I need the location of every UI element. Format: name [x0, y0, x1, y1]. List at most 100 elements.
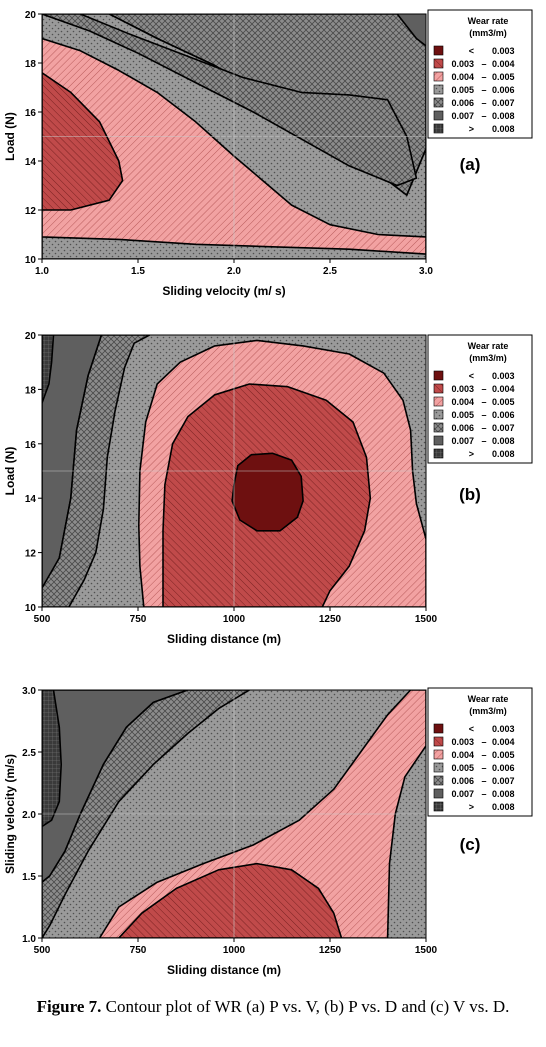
legend-box — [427, 687, 533, 817]
legend-dash: – — [481, 59, 486, 69]
y-axis-label: Load (N) — [3, 447, 17, 496]
x-tick-label: 1.0 — [35, 266, 49, 277]
legend-high: 0.006 — [492, 763, 515, 773]
y-tick-label: 3.0 — [22, 686, 36, 697]
legend-swatch — [433, 123, 444, 134]
y-tick-label: 16 — [25, 440, 37, 451]
legend-swatch — [433, 45, 444, 56]
x-tick-label: 1000 — [223, 614, 246, 625]
legend-title: Wear rate — [468, 694, 509, 704]
contour-region-c3 — [98, 690, 426, 938]
legend-low: 0.004 — [451, 750, 474, 760]
y-axis-label: Load (N) — [3, 112, 17, 161]
legend-dash: – — [481, 737, 486, 747]
contour-region-c1 — [231, 452, 304, 532]
legend-high: 0.008 — [492, 789, 515, 799]
legend-high: 0.008 — [492, 449, 515, 459]
legend-swatch — [433, 775, 444, 786]
y-tick-label: 10 — [25, 255, 37, 266]
panel-label: (c) — [460, 835, 481, 854]
legend-dash: – — [481, 789, 486, 799]
legend-high: 0.005 — [492, 72, 515, 82]
x-axis-label: Sliding velocity (m/ s) — [162, 284, 285, 298]
legend-low: 0.007 — [451, 111, 474, 121]
legend-low: < — [469, 724, 474, 734]
y-tick-label: 16 — [25, 108, 37, 119]
legend-dash: – — [481, 397, 486, 407]
legend-swatch — [433, 396, 444, 407]
legend: Wear rate(mm3/m)< 0.0030.003–0.0040.004–0… — [427, 9, 533, 139]
legend: Wear rate(mm3/m)< 0.0030.003–0.0040.004–0… — [427, 334, 533, 464]
contour-regions — [42, 690, 426, 938]
y-tick-label: 2.5 — [22, 748, 36, 759]
legend-swatch — [433, 97, 444, 108]
legend-high: 0.003 — [492, 46, 515, 56]
legend-swatch — [433, 736, 444, 747]
legend-swatch — [433, 58, 444, 69]
legend-dash: – — [481, 98, 486, 108]
y-tick-label: 1.0 — [22, 934, 36, 945]
legend-dash: – — [481, 384, 486, 394]
legend-swatch — [433, 788, 444, 799]
contour-region-c2 — [42, 72, 124, 211]
legend-low: > — [469, 802, 474, 812]
contour-chart-1: 500 750 1000 1250 1500 10 12 14 16 18 20 Sliding di… — [3, 331, 533, 646]
legend-high: 0.004 — [492, 737, 515, 747]
x-tick-label: 750 — [130, 945, 147, 956]
legend-swatch — [433, 84, 444, 95]
legend-high: 0.003 — [492, 724, 515, 734]
legend-low: 0.006 — [451, 423, 474, 433]
legend-high: 0.008 — [492, 111, 515, 121]
x-tick-label: 750 — [130, 614, 147, 625]
contour-region-c2 — [118, 862, 343, 938]
legend-swatch — [433, 749, 444, 760]
legend-low: 0.004 — [451, 397, 474, 407]
x-tick-label: 1000 — [223, 945, 246, 956]
legend-title: Wear rate — [468, 16, 509, 26]
legend-dash: – — [481, 423, 486, 433]
legend-low: 0.003 — [451, 59, 474, 69]
legend-low: 0.003 — [451, 737, 474, 747]
y-tick-label: 14 — [25, 157, 37, 168]
legend-swatch — [433, 435, 444, 446]
x-tick-label: 1500 — [415, 614, 438, 625]
legend-low: 0.007 — [451, 789, 474, 799]
legend-swatch — [433, 448, 444, 459]
legend: Wear rate(mm3/m)< 0.0030.003–0.0040.004–0… — [427, 687, 533, 817]
y-tick-label: 2.0 — [22, 810, 36, 821]
x-tick-label: 1500 — [415, 945, 438, 956]
legend-dash: – — [481, 111, 486, 121]
legend-low: > — [469, 449, 474, 459]
legend-high: 0.004 — [492, 384, 515, 394]
legend-swatch — [433, 762, 444, 773]
y-tick-label: 10 — [25, 603, 37, 614]
legend-low: 0.005 — [451, 763, 474, 773]
legend-high: 0.008 — [492, 802, 515, 812]
legend-title: Wear rate — [468, 341, 509, 351]
legend-high: 0.008 — [492, 124, 515, 134]
legend-low: 0.003 — [451, 384, 474, 394]
legend-low: 0.006 — [451, 776, 474, 786]
legend-units: (mm3/m) — [469, 28, 507, 38]
x-tick-label: 1.5 — [131, 266, 145, 277]
y-tick-label: 12 — [25, 206, 37, 217]
x-tick-label: 1250 — [319, 945, 342, 956]
legend-dash: – — [481, 72, 486, 82]
legend-low: 0.007 — [451, 436, 474, 446]
contour-region-c3 — [42, 37, 426, 255]
y-tick-label: 1.5 — [22, 872, 36, 883]
legend-low: 0.005 — [451, 410, 474, 420]
legend-high: 0.007 — [492, 423, 515, 433]
legend-swatch — [433, 409, 444, 420]
legend-high: 0.003 — [492, 371, 515, 381]
x-axis-label: Sliding distance (m) — [167, 963, 281, 977]
y-axis-label: Sliding velocity (m/s) — [3, 754, 17, 874]
y-tick-label: 20 — [25, 10, 37, 21]
figure-caption: Figure 7. Contour plot of WR (a) P vs. V… — [0, 996, 546, 1018]
legend-swatch — [433, 422, 444, 433]
legend-dash: – — [481, 763, 486, 773]
legend-swatch — [433, 801, 444, 812]
legend-low: < — [469, 46, 474, 56]
legend-box — [427, 9, 533, 139]
